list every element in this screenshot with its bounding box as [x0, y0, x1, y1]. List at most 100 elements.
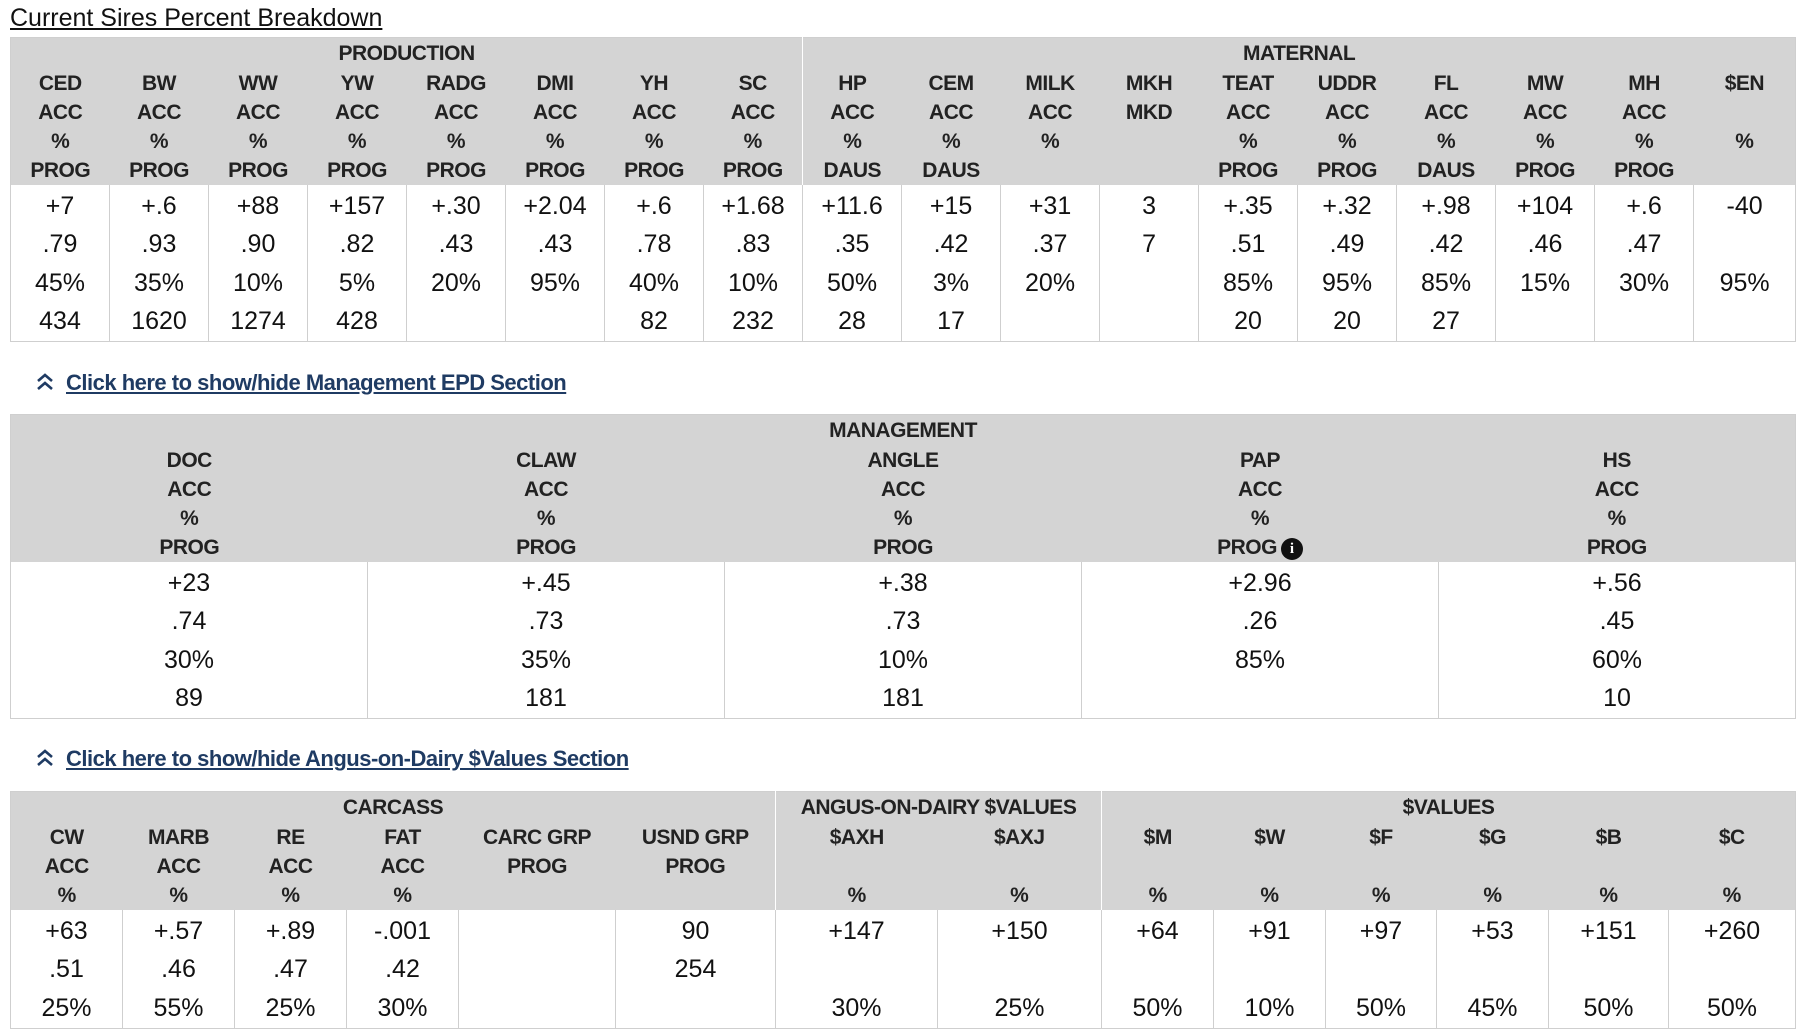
table-cell: +147 — [775, 910, 938, 951]
column-header-line: % — [1599, 884, 1618, 907]
column-header-line: PROG — [1218, 159, 1278, 182]
column-header-line: $F — [1369, 826, 1393, 849]
column-header-line: % — [1010, 884, 1029, 907]
column-header-line: % — [180, 507, 199, 530]
table-cell — [1548, 950, 1669, 989]
table-cell: 1274 — [208, 302, 308, 342]
column-header-line: FL — [1433, 72, 1459, 95]
column-header: MARB ACC% — [122, 823, 235, 910]
group-header-row: MANAGEMENT — [10, 414, 1796, 446]
table-cell: +.35 — [1198, 185, 1298, 226]
column-header-line — [1100, 127, 1199, 156]
table-cell: 30% — [775, 989, 938, 1028]
table-cell: +.45 — [367, 562, 725, 603]
table-cell: 55% — [122, 989, 235, 1028]
column-header: $M % — [1101, 823, 1214, 910]
column-header: SC ACC% PROG — [703, 69, 803, 185]
table-cell: 15% — [1495, 264, 1595, 303]
column-header-line: $G — [1479, 826, 1507, 849]
column-header-line: ACC — [1238, 478, 1283, 501]
column-header: WW ACC% PROG — [208, 69, 308, 185]
column-header-line: TEAT — [1222, 72, 1274, 95]
group-header: ANGUS-ON-DAIRY $VALUES — [774, 791, 1102, 823]
column-header-line: ACC — [830, 101, 875, 124]
column-header: RE ACC% — [234, 823, 347, 910]
table-cell — [1436, 950, 1549, 989]
table-cell: 181 — [724, 679, 1082, 719]
table-cell: 20% — [1000, 264, 1100, 303]
column-header: BW ACC% PROG — [109, 69, 209, 185]
column-header-line: ACC — [1226, 101, 1271, 124]
column-header-line: ACC — [524, 478, 569, 501]
toggle-angus-on-dairy-link[interactable]: Click here to show/hide Angus-on-Dairy $… — [36, 746, 629, 772]
column-header: $G % — [1436, 823, 1549, 910]
table-cell — [1000, 302, 1100, 342]
toggle-angus-on-dairy-label[interactable]: Click here to show/hide Angus-on-Dairy $… — [66, 746, 629, 771]
double-chevron-up-icon — [36, 370, 56, 396]
column-header-line: MKH — [1125, 72, 1173, 95]
column-header: MH ACC% PROG — [1594, 69, 1694, 185]
table-row: 25% 55% 25% 30% 30% 25% 50% 10% 50% 45% 50% 50% — [11, 989, 1796, 1028]
column-header-line: ACC — [1622, 101, 1667, 124]
column-header: $W % — [1213, 823, 1326, 910]
table-cell: +91 — [1213, 910, 1326, 951]
column-header-line: SC — [738, 72, 768, 95]
column-header-line: YW — [340, 72, 374, 95]
table-cell: 30% — [346, 989, 459, 1028]
column-header-line — [1326, 852, 1437, 881]
column-header-line: $C — [1718, 826, 1745, 849]
column-header-line: MH — [1628, 72, 1660, 95]
column-header-line: DAUS — [823, 159, 882, 182]
info-icon[interactable]: i — [1280, 538, 1303, 560]
table-cell: 89 — [175, 684, 203, 713]
column-header-line — [1694, 156, 1796, 185]
table-cell: .73 — [367, 602, 725, 641]
table-cell: 428 — [307, 302, 407, 342]
column-header-line: ACC — [1325, 101, 1370, 124]
table-cell: +151 — [1548, 910, 1669, 951]
table-cell: 27 — [1396, 302, 1496, 342]
toggle-management-label[interactable]: Click here to show/hide Management EPD S… — [66, 370, 567, 395]
column-header-line: PROG — [159, 536, 220, 559]
column-header-line: PROG — [516, 536, 576, 559]
column-header: USND GRP PROG — [615, 823, 776, 910]
table-cell: 1620 — [109, 302, 209, 342]
table-cell — [406, 302, 506, 342]
column-header-line: PROG — [1614, 159, 1674, 182]
column-header-line: DOC — [166, 449, 213, 472]
table-cell: 95% — [1297, 264, 1397, 303]
column-header-line: % — [1722, 884, 1742, 907]
column-header-line: MKD — [1125, 101, 1173, 124]
column-header-line: DAUS — [922, 159, 980, 182]
table-cell: +1.68 — [702, 185, 803, 226]
table-cell: 85% — [1396, 264, 1496, 303]
table-cell: +260 — [1668, 910, 1796, 951]
table-cell: +.6 — [1594, 185, 1694, 226]
column-header-line: MILK — [1025, 72, 1075, 95]
toggle-management-link[interactable]: Click here to show/hide Management EPD S… — [36, 370, 567, 396]
column-header: HS ACC% PROG — [1438, 446, 1796, 562]
table-cell: +.98 — [1396, 185, 1496, 226]
table-cell — [458, 950, 616, 989]
column-header-line: ACC — [1424, 101, 1469, 124]
table-cell — [936, 950, 1102, 989]
column-header-line: PROG — [1217, 536, 1277, 559]
table-cell: +88 — [208, 185, 308, 226]
column-header-line: % — [248, 130, 268, 153]
column-header: PAP ACC% PROG i — [1081, 446, 1439, 562]
table-cell: +2.96 — [1081, 562, 1439, 603]
table-cell: .42 — [1396, 225, 1496, 264]
table-cell — [775, 950, 938, 989]
column-header: CEM ACC% DAUS — [901, 69, 1001, 185]
column-header-line: PROG — [30, 159, 91, 182]
table-cell — [1495, 302, 1595, 342]
column-header-line: % — [1483, 884, 1502, 907]
column-header-line: YH — [639, 72, 669, 95]
column-header-line: PROG — [525, 159, 585, 182]
table-cell: 28 — [802, 302, 902, 342]
column-header-line: $EN — [1724, 72, 1765, 95]
table-cell: 45% — [34, 268, 86, 297]
page-title: Current Sires Percent Breakdown — [10, 4, 383, 32]
table-cell: 10% — [724, 641, 1082, 680]
column-header-row: DOC ACC% PROG CLAW ACC% PROG ANGLE ACC% PROG PAP A… — [10, 446, 1796, 562]
